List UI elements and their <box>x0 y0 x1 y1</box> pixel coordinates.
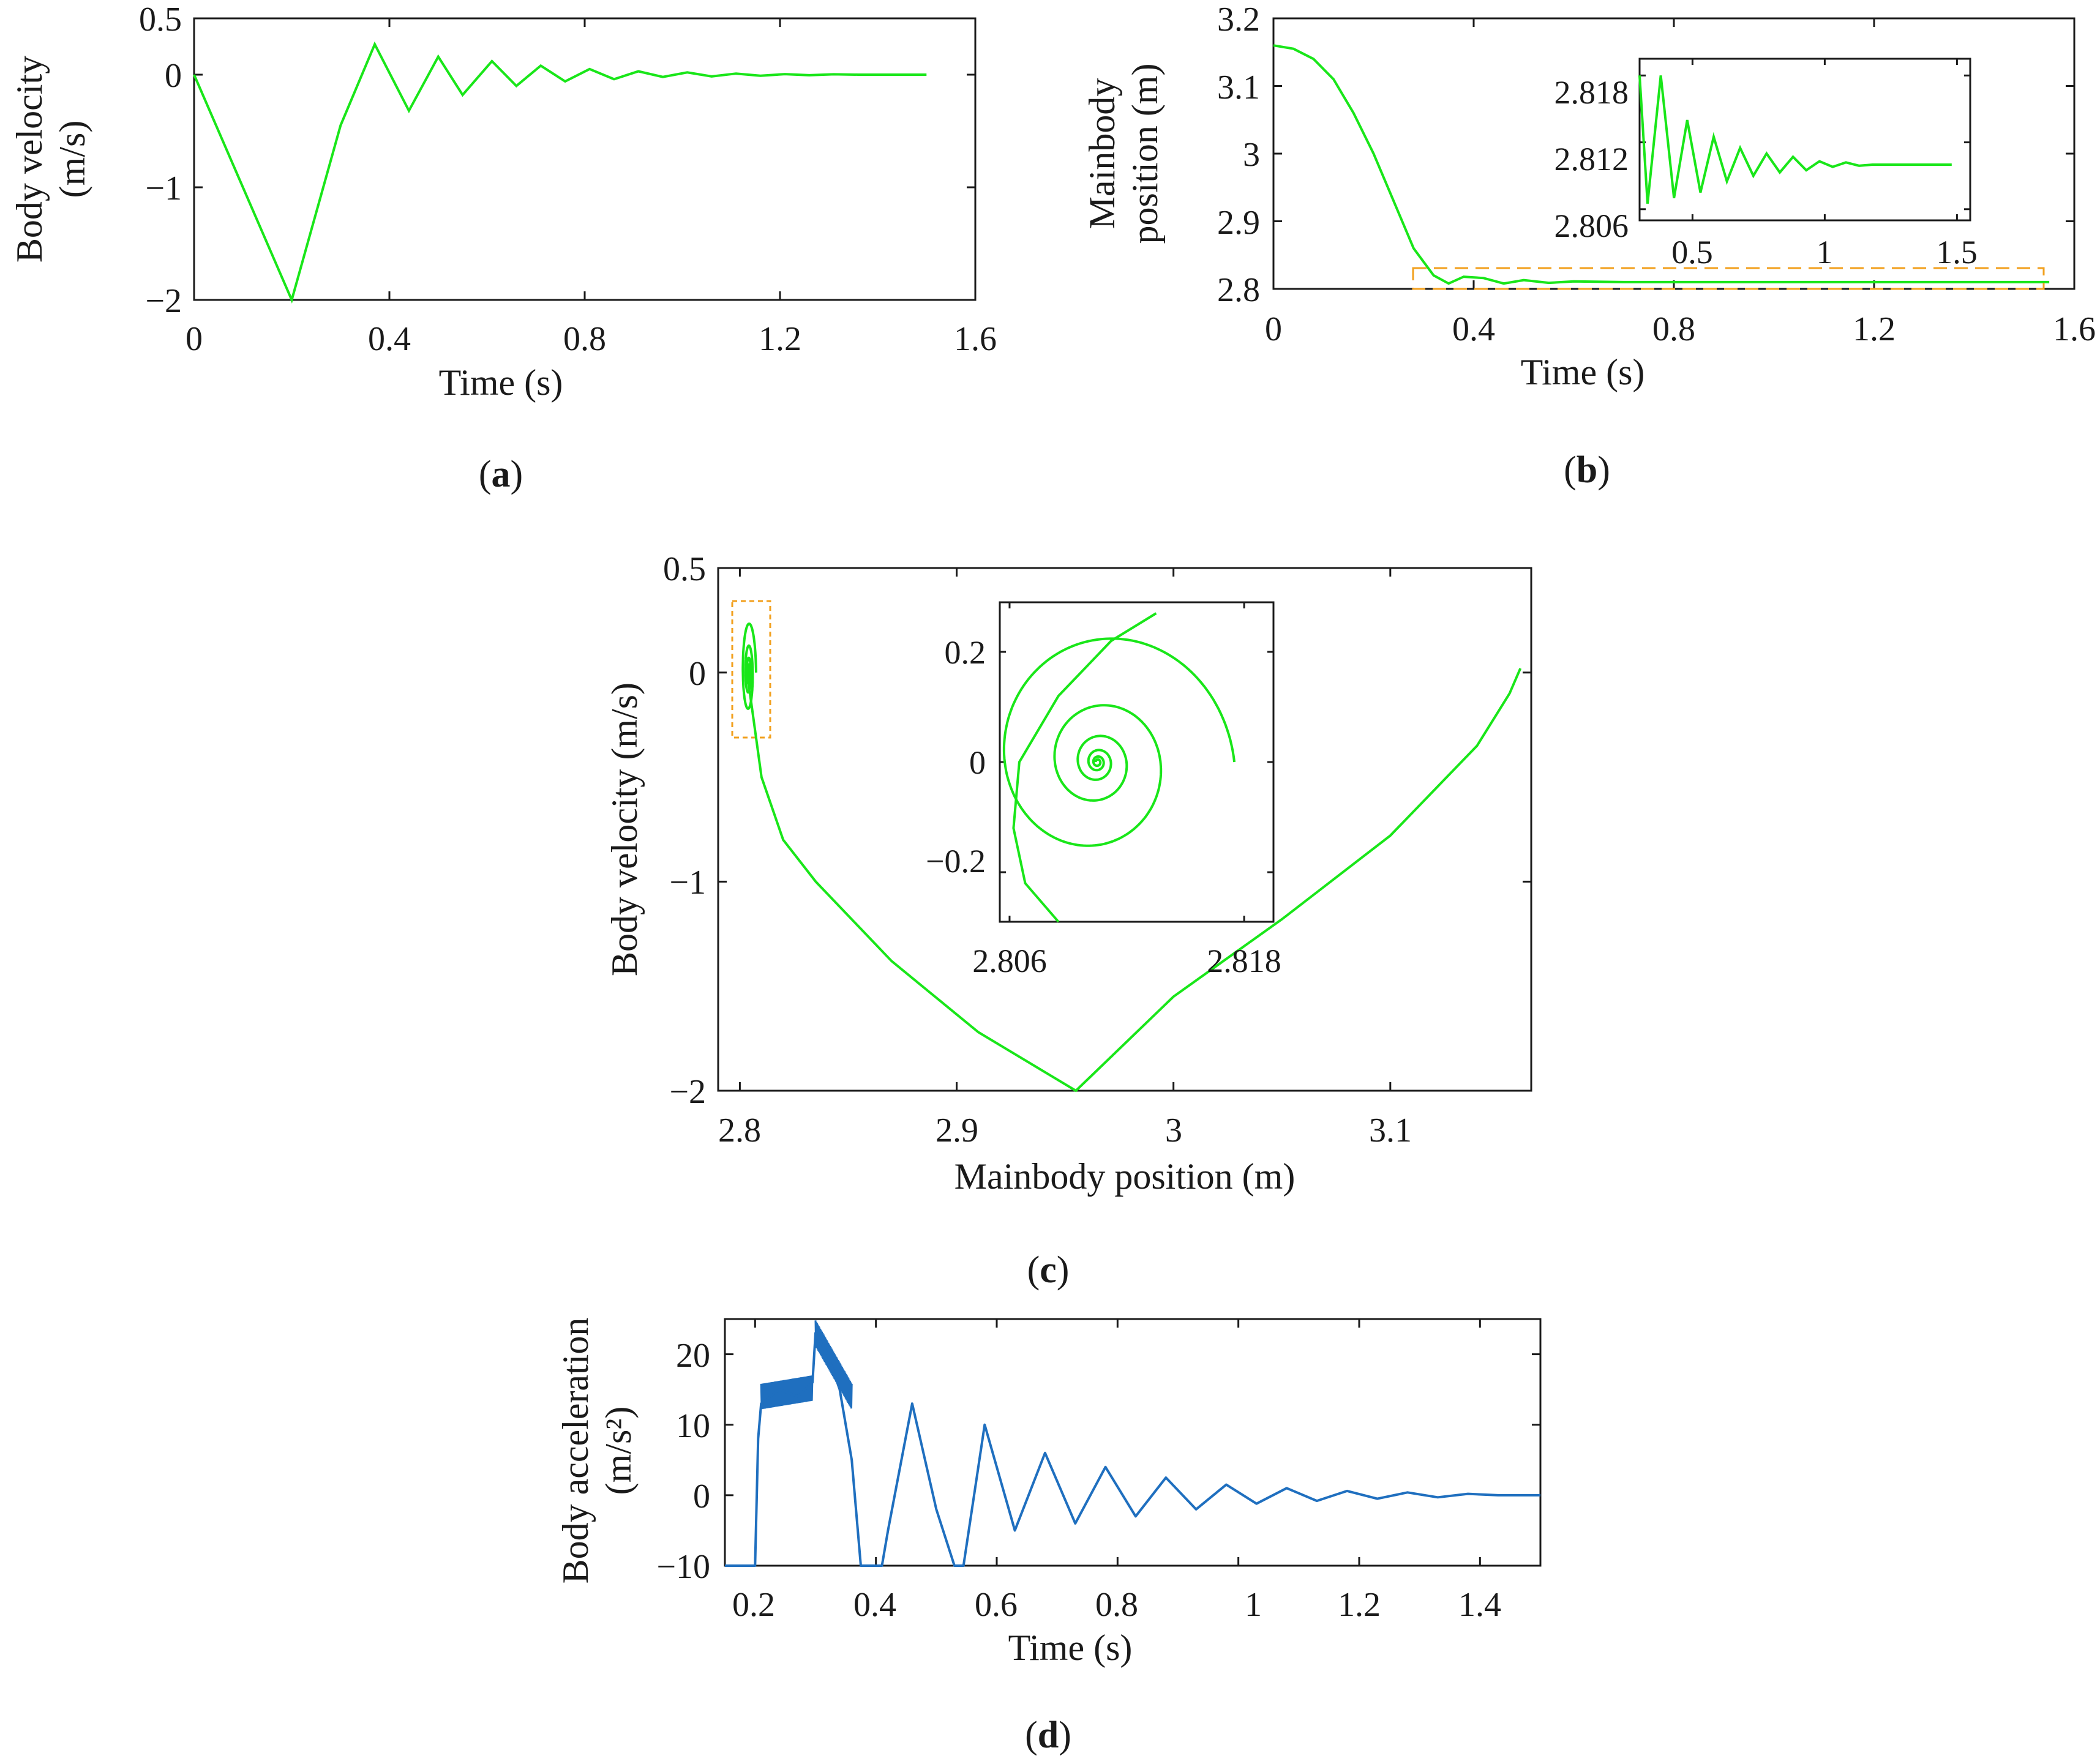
panel-a-xtick-2: 0.8 <box>563 320 606 358</box>
panel-b-ylabel-line2: position (m) <box>1125 64 1165 244</box>
panel-b-ytick-3: 3.1 <box>1217 69 1260 107</box>
panel-c-inset-spiral <box>1002 637 1236 847</box>
panel-c-ticks <box>718 567 1531 1092</box>
panel-a-ytick-1: −1 <box>145 170 182 207</box>
panel-a-xtick-1: 0.4 <box>368 320 411 358</box>
panel-b-position-line <box>1273 44 2050 285</box>
panel-a-plot-frame <box>193 17 977 301</box>
panel-c-inset-background <box>1000 602 1273 922</box>
panel-b-ylabel-line1: Mainbody <box>1082 78 1122 230</box>
panel-b-caption: (b) <box>1564 449 1610 491</box>
panel-a-ytick-0: −2 <box>145 282 182 320</box>
panel-a-ylabel-line2: (m/s) <box>52 121 92 198</box>
panel-c-xtick-2: 3 <box>1165 1112 1182 1149</box>
panel-d-oscillation-band-0 <box>760 1375 814 1410</box>
panel-b-xlabel: Time (s) <box>1521 352 1645 392</box>
panel-a-ytick-2: 0 <box>165 57 182 95</box>
panel-a-ytick-3: 0.5 <box>139 1 182 39</box>
panel-b-inset-xtick-1: 1 <box>1817 234 1833 271</box>
panel-c-inset-ytick-1: 0 <box>969 744 986 781</box>
panel-d-xtick-2: 0.6 <box>975 1586 1018 1624</box>
panel-c-inset-xtick-0: 2.806 <box>972 943 1047 979</box>
panel-b-ytick-2: 3 <box>1243 136 1260 174</box>
panel-b: 0 0.4 0.8 1.2 1.6 2.8 2.9 3 3.1 3.2 Time… <box>1082 1 2096 491</box>
panel-b-inset-ytick-1: 2.812 <box>1554 141 1629 178</box>
panel-c-xlabel: Mainbody position (m) <box>954 1156 1296 1197</box>
panel-b-zoom-box <box>1412 267 2045 290</box>
panel-d-ylabel-line1: Body acceleration <box>555 1318 596 1584</box>
panel-d-noise-band <box>760 1320 853 1410</box>
panel-d: 0.2 0.4 0.6 0.8 1 1.2 1.4 −10 0 10 20 Ti… <box>555 1318 1542 1756</box>
panel-d-xtick-4: 1 <box>1245 1586 1262 1624</box>
panel-c-inset: 2.806 2.818 −0.2 0 0.2 <box>926 601 1281 979</box>
panel-c-trajectory-zoom-region <box>741 622 757 710</box>
panel-d-acceleration-line <box>725 1332 1540 1567</box>
panel-b-inset-position-line <box>1638 75 1952 204</box>
panel-d-xtick-3: 0.8 <box>1095 1586 1138 1624</box>
panel-b-ytick-1: 2.9 <box>1217 204 1260 242</box>
panel-b-inset-ytick-0: 2.806 <box>1554 207 1629 244</box>
panel-d-ytick-0: −10 <box>656 1548 710 1586</box>
panel-b-ytick-4: 3.2 <box>1217 1 1260 39</box>
panel-d-ytick-3: 20 <box>676 1337 710 1375</box>
panel-c-phase-trajectory <box>747 668 1522 1093</box>
panel-c-zoom-box <box>731 600 771 739</box>
panel-c-ytick-2: 0 <box>689 655 706 693</box>
panel-c-xtick-3: 3.1 <box>1369 1112 1412 1149</box>
panel-a-ylabel-line1: Body velocity <box>9 56 50 263</box>
panel-a-caption: (a) <box>479 454 523 495</box>
panel-a: 0 0.4 0.8 1.2 1.6 −2 −1 0 0.5 Time (s) B… <box>9 1 997 495</box>
panel-c-ytick-0: −2 <box>669 1073 706 1111</box>
panel-d-xlabel: Time (s) <box>1008 1628 1133 1668</box>
panel-d-xtick-1: 0.4 <box>853 1586 896 1624</box>
panel-d-plot-frame <box>724 1318 1542 1567</box>
panel-b-xtick-3: 1.2 <box>1853 310 1896 348</box>
panel-d-caption: (d) <box>1025 1714 1071 1756</box>
panel-b-inset-xtick-2: 1.5 <box>1936 234 1978 271</box>
panel-a-ticks <box>193 17 977 301</box>
panel-c-ylabel: Body velocity (m/s) <box>604 682 645 976</box>
panel-d-ticks <box>725 1319 1540 1567</box>
panel-d-oscillation-band-1 <box>814 1320 853 1409</box>
panel-b-inset: 0.5 1 1.5 2.806 2.812 2.818 <box>1554 58 1978 271</box>
panel-c-ytick-1: −1 <box>669 864 706 902</box>
panel-d-xtick-6: 1.4 <box>1458 1586 1501 1624</box>
panel-a-xtick-0: 0 <box>186 320 203 358</box>
panel-d-xtick-0: 0.2 <box>732 1586 775 1624</box>
panel-b-ytick-0: 2.8 <box>1217 271 1260 309</box>
panel-b-inset-frame <box>1638 58 1971 222</box>
panel-c-inset-xtick-1: 2.818 <box>1207 943 1281 979</box>
panel-a-velocity-line <box>193 41 927 304</box>
panel-c-inset-ytick-0: −0.2 <box>926 843 986 880</box>
panel-c-caption: (c) <box>1027 1249 1070 1291</box>
panel-b-inset-background <box>1640 59 1970 220</box>
panel-a-xtick-4: 1.6 <box>954 320 997 358</box>
panel-d-ylabel-line2: (m/s²) <box>598 1407 639 1495</box>
panel-b-inset-ytick-2: 2.818 <box>1554 74 1629 111</box>
panel-c-plot-frame <box>717 567 1532 1092</box>
panel-c-inset-ytick-2: 0.2 <box>945 634 986 671</box>
panel-d-xtick-5: 1.2 <box>1338 1586 1381 1624</box>
panel-a-xtick-3: 1.2 <box>759 320 801 358</box>
panel-b-xtick-2: 0.8 <box>1652 310 1695 348</box>
panel-a-xlabel: Time (s) <box>439 362 563 403</box>
panel-c-xtick-1: 2.9 <box>936 1112 978 1149</box>
panel-d-ytick-1: 0 <box>693 1478 710 1515</box>
panel-b-xtick-4: 1.6 <box>2053 310 2096 348</box>
panel-c: 2.8 2.9 3 3.1 −2 −1 0 0.5 Mainbody posit… <box>604 550 1532 1291</box>
panel-c-xtick-0: 2.8 <box>718 1112 761 1149</box>
panel-c-inset-entry-curve <box>1012 612 1157 923</box>
panel-b-inset-xtick-0: 0.5 <box>1671 234 1713 271</box>
panel-d-ytick-2: 10 <box>676 1407 710 1445</box>
panel-c-ytick-3: 0.5 <box>663 550 706 588</box>
panel-b-xtick-1: 0.4 <box>1452 310 1495 348</box>
panel-b-xtick-0: 0 <box>1265 310 1282 348</box>
